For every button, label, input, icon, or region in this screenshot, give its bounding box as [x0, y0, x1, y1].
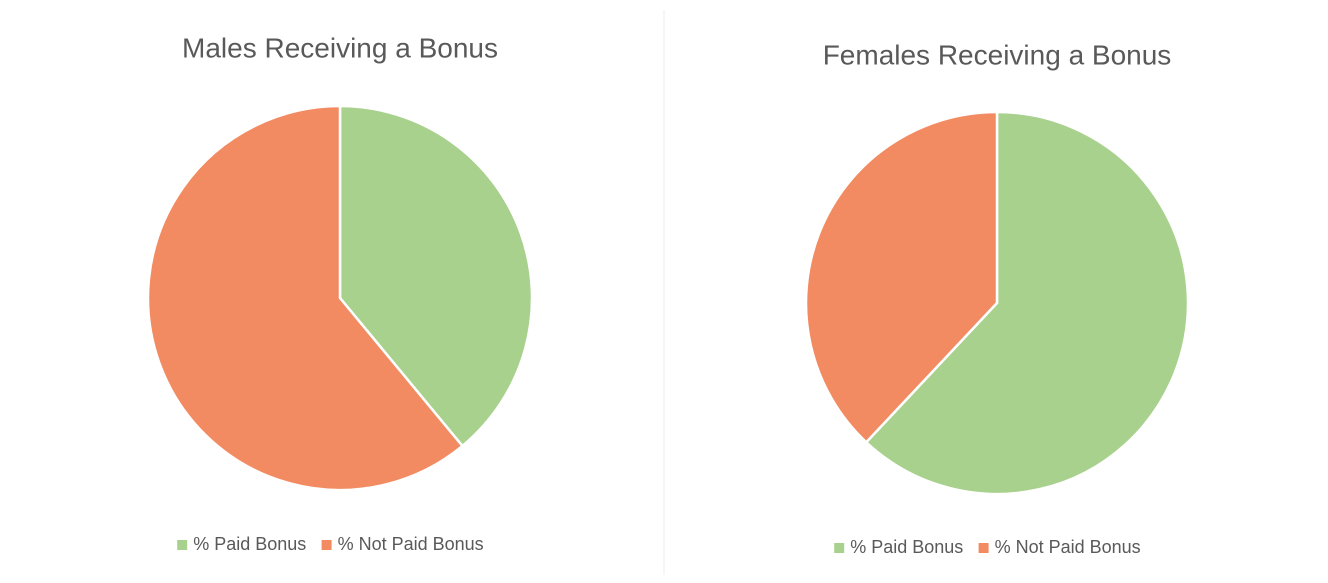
legend-label: % Paid Bonus: [850, 537, 963, 557]
pie-slice: [864, 110, 1190, 496]
legend-label: % Not Paid Bonus: [338, 534, 484, 554]
pie-slice: [338, 104, 534, 448]
legend-label: % Paid Bonus: [193, 534, 306, 554]
pie-slice: [804, 110, 999, 445]
pie-slice: [146, 104, 465, 492]
legend-swatch: [321, 540, 332, 550]
legend-swatch: [177, 540, 188, 550]
chart-title: Males Receiving a Bonus: [182, 32, 498, 63]
chart-title: Females Receiving a Bonus: [823, 39, 1172, 70]
legend-label: % Not Paid Bonus: [995, 537, 1141, 557]
legend-swatch: [834, 543, 845, 553]
legend-swatch: [978, 543, 989, 553]
